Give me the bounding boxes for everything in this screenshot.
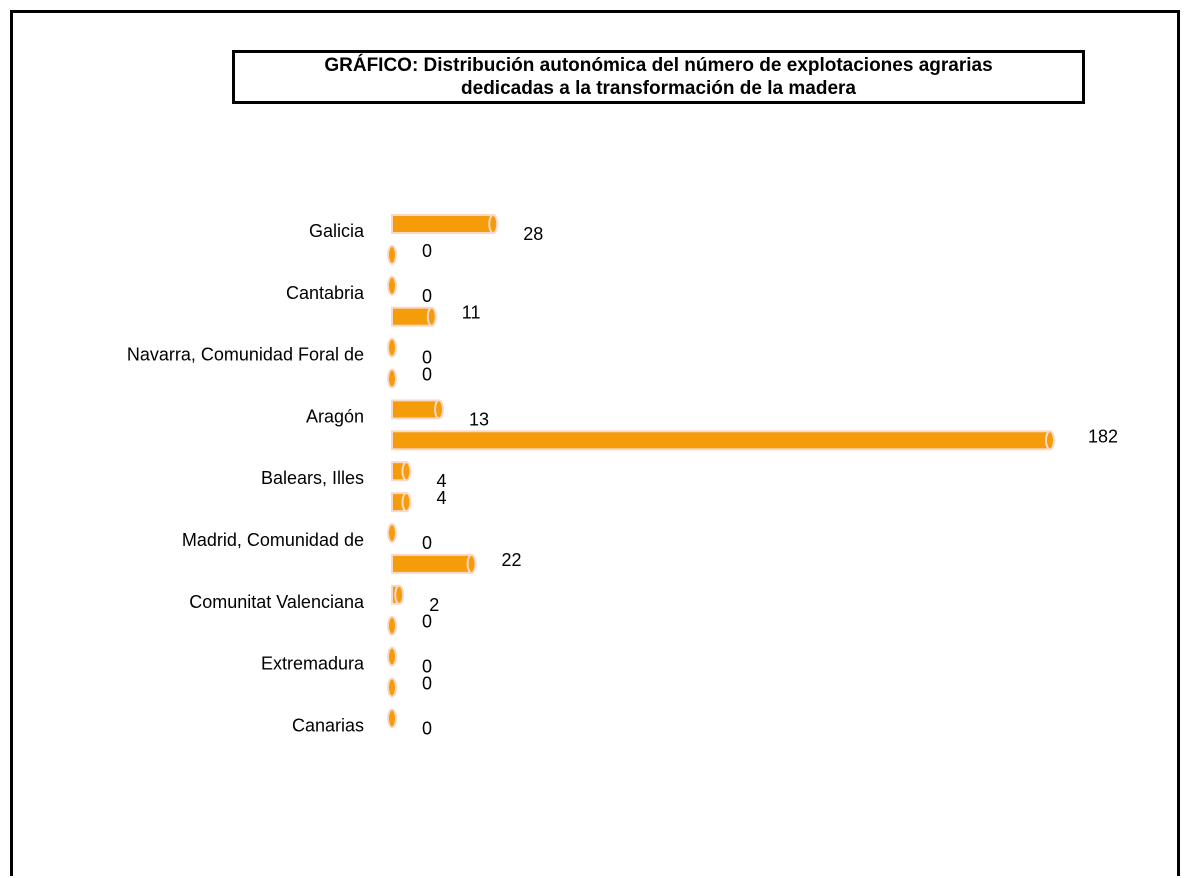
bar-body (391, 306, 433, 327)
bar-5 (387, 337, 397, 358)
category-label: Galicia (309, 221, 365, 241)
bar-cap (387, 646, 397, 667)
chart-title: GRÁFICO: Distribución autonómica del núm… (324, 55, 993, 99)
bar-cap (387, 523, 397, 543)
value-label: 4 (436, 471, 446, 491)
category-label: Comunitat Valenciana (189, 592, 365, 612)
value-label: 0 (422, 612, 432, 632)
category-label: Aragón (306, 406, 364, 426)
value-label: 0 (422, 533, 432, 553)
bar-cap (401, 461, 412, 482)
value-label: 28 (523, 224, 543, 244)
category-label: Balears, Illes (261, 468, 364, 488)
value-label: 182 (1088, 426, 1118, 446)
value-label: 0 (422, 657, 432, 677)
bar-12 (391, 553, 477, 574)
bar-15 (387, 646, 397, 667)
bar-cap (488, 214, 499, 234)
bar-7 (391, 399, 444, 420)
bar-14 (387, 615, 397, 636)
bar-3 (387, 275, 397, 296)
bar-cap (387, 677, 397, 698)
bar-body (391, 430, 1051, 451)
category-label: Madrid, Comunidad de (182, 530, 364, 550)
value-label: 0 (422, 674, 432, 694)
category-label: Canarias (292, 715, 364, 735)
bar-cap (387, 708, 397, 729)
bar-4 (391, 306, 437, 327)
bar-8 (391, 430, 1055, 451)
bar-body (391, 399, 440, 420)
value-label: 0 (422, 718, 432, 738)
chart-title-box: GRÁFICO: Distribución autonómica del núm… (232, 50, 1085, 104)
bar-body (391, 214, 495, 234)
bar-cap (387, 337, 397, 358)
bar-body (391, 553, 473, 574)
bar-1 (391, 214, 499, 234)
bar-cap (434, 399, 444, 420)
bar-13 (391, 584, 405, 605)
bar-cap (394, 584, 405, 605)
bar-cap (1045, 430, 1055, 451)
bar-cap (387, 368, 397, 389)
bar-cap (387, 275, 397, 296)
bar-cap (387, 244, 397, 265)
bar-6 (387, 368, 397, 389)
bar-2 (387, 244, 397, 265)
value-label: 2 (429, 595, 439, 615)
value-label: 0 (422, 241, 432, 261)
bar-10 (391, 492, 412, 513)
bar-cap (387, 615, 397, 636)
chart-frame (10, 10, 1180, 876)
value-label: 22 (502, 550, 522, 570)
value-label: 0 (422, 365, 432, 385)
value-label: 4 (436, 488, 446, 508)
category-label: Extremadura (261, 654, 365, 674)
bar-11 (387, 523, 397, 543)
bar-9 (391, 461, 412, 482)
bar-16 (387, 677, 397, 698)
category-label: Cantabria (286, 283, 365, 303)
value-label: 0 (422, 348, 432, 368)
bar-17 (387, 708, 397, 729)
value-label: 13 (469, 409, 489, 429)
bar-cap (426, 306, 437, 327)
bar-cap (466, 553, 477, 574)
value-label: 0 (422, 286, 432, 306)
bar-cap (401, 492, 412, 513)
category-label: Navarra, Comunidad Foral de (127, 345, 364, 365)
value-label: 11 (462, 303, 481, 323)
